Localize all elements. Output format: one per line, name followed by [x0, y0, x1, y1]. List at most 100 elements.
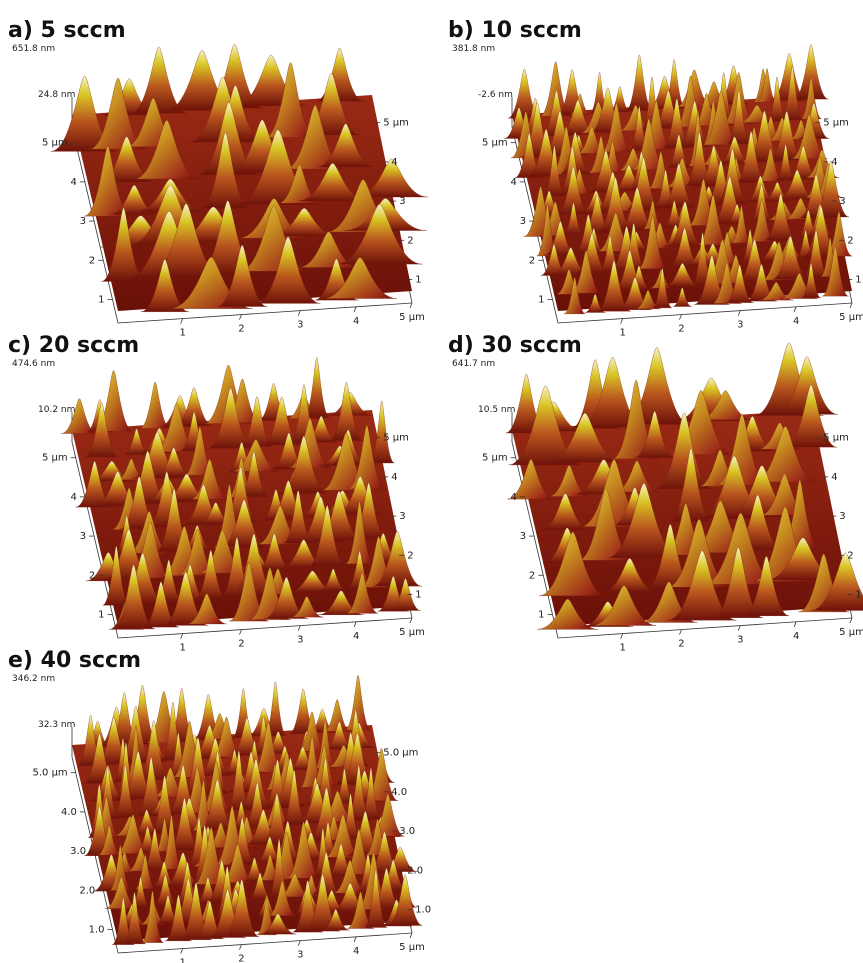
- left-tick-label: 5.0 µm: [32, 768, 67, 779]
- tick-mark: [239, 315, 241, 320]
- afm-surface: [51, 44, 428, 312]
- page: a) 5 sccm651.8 nm 24.8 nm 5 µm 4 3 2 1 5 µm 4 3 2 1…: [0, 0, 863, 963]
- left-tick-label: 4: [71, 177, 77, 188]
- right-tick-label: 4: [831, 157, 837, 168]
- z-max-label: 641.7 nm: [452, 359, 495, 369]
- bottom-tick-label: 4: [353, 631, 359, 642]
- afm-surface: [504, 45, 852, 314]
- left-tick-label: 1: [98, 294, 104, 305]
- right-tick-label: 2: [847, 235, 853, 246]
- right-tick-label: 4: [831, 472, 837, 483]
- bottom-tick-label: 3: [737, 320, 743, 331]
- right-tick-label: 3: [839, 511, 845, 522]
- z-max-label: 346.2 nm: [12, 674, 55, 684]
- surface-peak: [316, 48, 364, 101]
- left-tick-label: 4: [71, 492, 77, 503]
- tick-mark: [239, 630, 241, 635]
- left-tick-label: 5 µm: [42, 453, 68, 464]
- right-tick-label: 3: [399, 196, 405, 207]
- left-tick-label: 5 µm: [482, 138, 508, 149]
- tick-mark: [794, 307, 796, 312]
- right-tick-label: 3: [839, 196, 845, 207]
- right-tick-label: 1: [855, 589, 861, 600]
- bottom-tick-label: 4: [793, 316, 799, 327]
- right-tick-label: 3.0: [399, 826, 415, 837]
- bottom-tick-label: 3: [297, 635, 303, 646]
- bottom-tick-label: 3: [297, 320, 303, 331]
- left-tick-label: 2.0: [79, 885, 95, 896]
- panel-title: d) 30 sccm: [448, 333, 582, 358]
- bottom-tick-label: 1: [619, 643, 625, 654]
- bottom-tick-label: 5 µm: [839, 627, 863, 638]
- right-tick-label: 2: [847, 550, 853, 561]
- tick-mark: [679, 315, 681, 320]
- bottom-tick-label: 2: [678, 639, 684, 650]
- left-tick-label: 1: [98, 609, 104, 620]
- tick-mark: [354, 307, 356, 312]
- bottom-tick-label: 1: [179, 958, 185, 963]
- tick-mark: [181, 319, 183, 324]
- tick-mark: [298, 941, 300, 946]
- bottom-tick-label: 3: [737, 635, 743, 646]
- bottom-tick-label: 2: [238, 324, 244, 335]
- tick-mark: [794, 622, 796, 627]
- bottom-tick-label: 5 µm: [399, 312, 425, 323]
- right-tick-label: 1: [415, 589, 421, 600]
- right-tick-label: 1: [415, 274, 421, 285]
- left-tick-label: 1: [538, 609, 544, 620]
- left-tick-label: 4: [511, 492, 517, 503]
- bottom-tick-label: 5 µm: [399, 627, 425, 638]
- left-tick-label: 3: [520, 216, 526, 227]
- left-tick-label: 4: [511, 177, 517, 188]
- panel: c) 20 sccm474.6 nm10.2 nm5 µm43215 µm432…: [8, 333, 425, 654]
- z-max-label: 651.8 nm: [12, 44, 55, 54]
- right-tick-label: 5 µm: [823, 433, 849, 444]
- z-min-label: 32.3 nm: [38, 720, 75, 730]
- tick-mark: [354, 622, 356, 627]
- z-max-label: 381.8 nm: [452, 44, 495, 54]
- bottom-tick-label: 4: [793, 631, 799, 642]
- right-tick-label: 4: [391, 157, 397, 168]
- panel-title: b) 10 sccm: [448, 18, 582, 43]
- left-tick-label: 2: [89, 570, 95, 581]
- bottom-tick-label: 4: [353, 946, 359, 957]
- bottom-tick-label: 1: [619, 328, 625, 339]
- z-min-label: 10.5 nm: [478, 405, 515, 415]
- left-tick-label: 5 µm: [482, 453, 508, 464]
- tick-mark: [410, 303, 412, 308]
- afm-surface: [61, 357, 421, 629]
- tick-mark: [679, 630, 681, 635]
- left-tick-label: 3: [80, 531, 86, 542]
- afm-surface: [506, 343, 863, 630]
- left-tick-label: 1: [538, 294, 544, 305]
- bottom-tick-label: 4: [353, 316, 359, 327]
- right-tick-label: 5.0 µm: [383, 748, 418, 759]
- right-tick-label: 4: [391, 472, 397, 483]
- right-tick-label: 2.0: [407, 865, 423, 876]
- tick-mark: [410, 618, 412, 623]
- left-tick-label: 3.0: [70, 846, 86, 857]
- left-tick-label: 3: [520, 531, 526, 542]
- panel: e) 40 sccm346.2 nm32.3 nm5.0 µm4.03.02.0…: [8, 648, 431, 963]
- right-tick-label: 2: [407, 550, 413, 561]
- bottom-tick-label: 5 µm: [399, 942, 425, 953]
- bottom-tick-label: 2: [678, 324, 684, 335]
- tick-mark: [738, 311, 740, 316]
- bottom-tick-label: 3: [297, 950, 303, 961]
- panel-title: a) 5 sccm: [8, 18, 126, 43]
- right-tick-label: 2: [407, 235, 413, 246]
- tick-mark: [621, 319, 623, 324]
- left-tick-label: 2: [89, 255, 95, 266]
- tick-mark: [181, 634, 183, 639]
- right-tick-label: 5 µm: [383, 118, 409, 129]
- right-tick-label: 3: [399, 511, 405, 522]
- tick-mark: [850, 303, 852, 308]
- z-min-label: 24.8 nm: [38, 90, 75, 100]
- left-tick-label: 4.0: [61, 807, 77, 818]
- bottom-tick-label: 5 µm: [839, 312, 863, 323]
- z-min-label: 10.2 nm: [38, 405, 75, 415]
- right-tick-label: 4.0: [391, 787, 407, 798]
- right-tick-label: 5 µm: [383, 433, 409, 444]
- bottom-tick-label: 2: [238, 954, 244, 963]
- right-tick-label: 1: [855, 274, 861, 285]
